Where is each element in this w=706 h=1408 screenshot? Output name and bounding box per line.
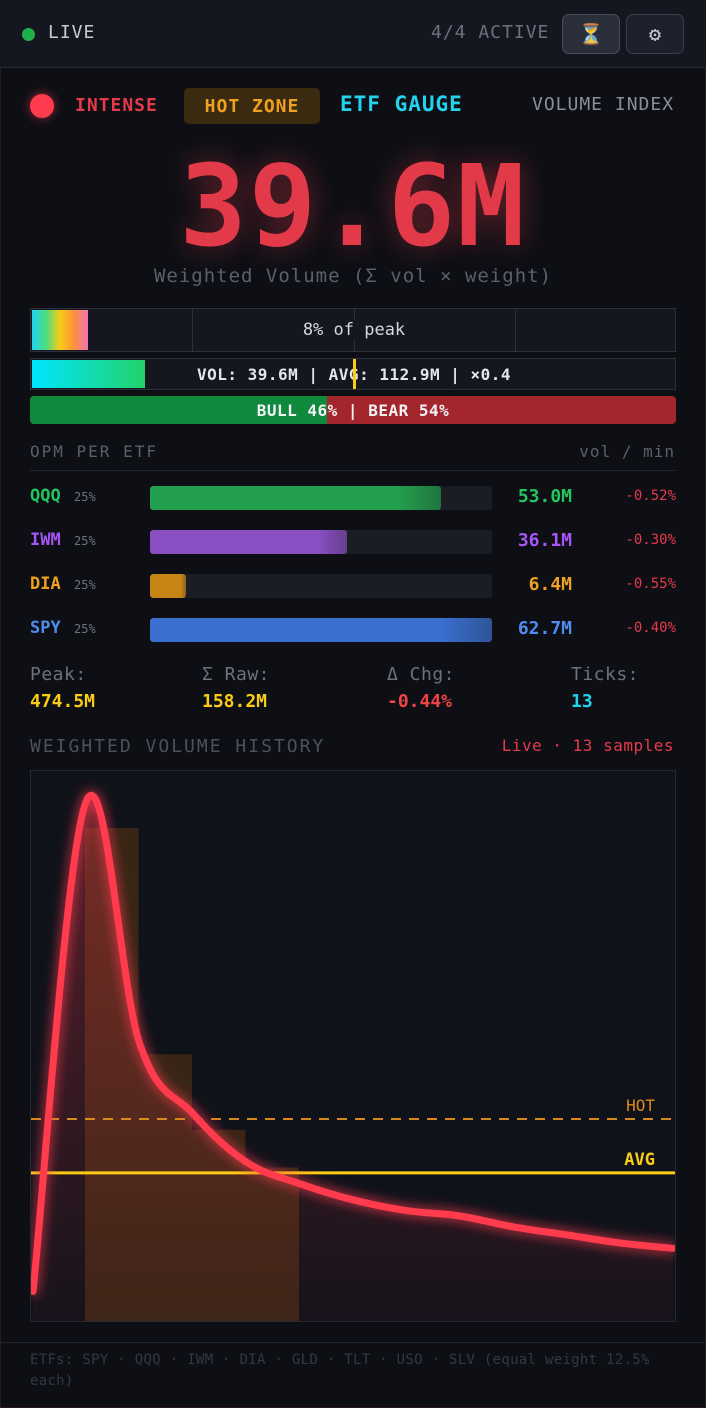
etf-weight: 25% [74,578,96,592]
stat-label: Δ Chg: [387,664,456,685]
etf-bar-track [150,574,492,598]
hourglass-icon: ⏳ [578,22,604,46]
etf-bar-track [150,530,492,554]
etf-weight: 25% [74,490,96,504]
intensity-label: INTENSE [75,95,158,116]
history-title: WEIGHTED VOLUME HISTORY [30,736,326,757]
opm-unit: vol / min [579,442,675,461]
stat-value: -0.44% [387,691,453,712]
stat-raw: Σ Raw: 158.2M [202,664,270,712]
stat-label: Peak: [30,664,87,685]
etf-change: -0.52% [625,488,676,504]
stat-value: 13 [571,691,593,712]
etf-change: -0.40% [625,620,676,636]
etf-row-spy: SPY 25% 62.7M -0.40% [30,618,676,644]
peak-bar-divider [515,309,516,351]
divider [30,470,676,471]
etf-bar-fill [150,486,441,510]
index-label: VOLUME INDEX [532,94,675,115]
live-label: LIVE [48,22,96,43]
etf-bar-fill [150,574,186,598]
etf-row-qqq: QQQ 25% 53.0M -0.52% [30,486,676,512]
etf-weight: 25% [74,534,96,548]
stat-peak: Peak: 474.5M [30,664,95,712]
gear-icon: ⚙ [648,22,662,46]
stat-label: Σ Raw: [202,664,271,685]
stat-value: 474.5M [30,691,96,712]
peak-percent-label: 8% of peak [300,320,408,340]
etf-symbol: QQQ [30,486,61,506]
etf-row-iwm: IWM 25% 36.1M -0.30% [30,530,676,556]
average-label: AVG [624,1150,655,1170]
etf-symbol: DIA [30,574,61,594]
active-count: 4/4 ACTIVE [431,22,550,43]
peak-progress-fill [32,310,88,350]
sentiment-label: BULL 46% | BEAR 54% [256,400,450,420]
etf-bar-track [150,486,492,510]
sentiment-bar: BULL 46% | BEAR 54% [30,396,676,424]
opm-title: OPM PER ETF [30,442,158,461]
footer-divider [0,1342,706,1343]
etf-bar-fill [150,618,492,642]
volume-bar: VOL: 39.6M | AVG: 112.9M | ×0.4 [30,358,676,390]
etf-weight: 25% [74,622,96,636]
etf-symbol: SPY [30,618,61,638]
weighted-volume-subtitle: Weighted Volume (Σ vol × weight) [153,265,553,287]
peak-progress-bar: 8% of peak [30,308,676,352]
etf-symbol: IWM [30,530,61,550]
etf-bar-fill [150,530,347,554]
stat-change: Δ Chg: -0.44% [387,664,455,712]
top-bar: LIVE 4/4 ACTIVE ⏳ ⚙ [0,0,706,68]
stat-value: 158.2M [202,691,268,712]
etf-row-dia: DIA 25% 6.4M -0.55% [30,574,676,600]
etf-volume: 36.1M [517,530,572,551]
weighted-volume-line [29,791,677,1295]
etf-volume: 62.7M [517,618,572,639]
etf-change: -0.55% [625,576,676,592]
stat-label: Ticks: [571,664,640,685]
footer-note: ETFs: SPY · QQQ · IWM · DIA · GLD · TLT … [30,1352,650,1389]
etf-volume: 53.0M [517,486,572,507]
volume-fill [32,360,145,388]
weighted-volume-value: 39.6M [179,142,527,272]
history-chart-svg: HOT AVG [29,791,677,1321]
history-area [33,795,673,1321]
stat-ticks: Ticks: 13 [571,664,639,712]
history-chart: HOT AVG [29,770,677,1322]
history-live-label: Live · 13 samples [501,736,674,755]
timer-button[interactable]: ⏳ [562,14,620,54]
etf-volume: 6.4M [528,574,572,595]
live-status-dot [22,28,35,41]
peak-bar-divider [192,309,193,351]
gauge-title: ETF GAUGE [340,92,463,116]
intensity-indicator [30,94,54,118]
settings-button[interactable]: ⚙ [626,14,684,54]
average-marker [353,359,356,389]
bull-fill [30,396,328,424]
hot-threshold-label: HOT [626,1096,655,1115]
etf-change: -0.30% [625,532,676,548]
etf-bar-track [150,618,492,642]
zone-badge: HOT ZONE [184,88,320,124]
